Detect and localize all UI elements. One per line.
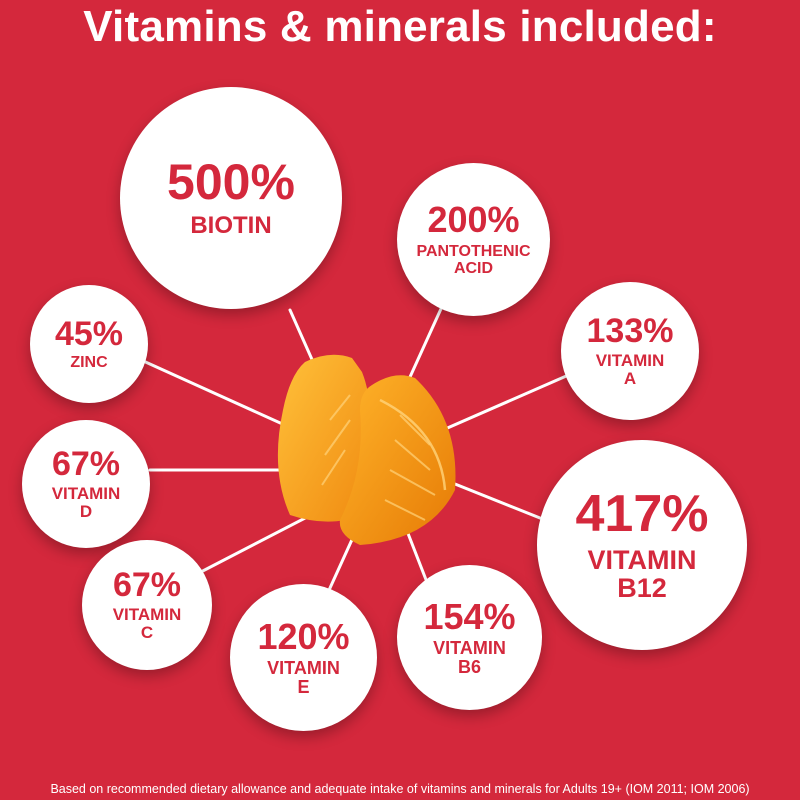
nutrient-percent: 154% [423, 595, 516, 637]
nutrient-name: VITAMIN E [267, 657, 340, 697]
nutrient-name: VITAMIN C [112, 605, 182, 642]
nutrient-name: VITAMIN B12 [587, 544, 697, 603]
nutrient-circle-vitamin-a: 133% VITAMIN A [561, 282, 699, 420]
nutrient-name: VITAMIN B6 [433, 637, 506, 677]
nutrient-percent: 133% [586, 312, 674, 351]
nutrient-percent: 417% [575, 484, 709, 543]
nutrient-name: VITAMIN A [595, 351, 665, 388]
nutrient-percent: 200% [427, 198, 520, 240]
nutrient-percent: 500% [167, 154, 295, 211]
nutrient-circle-vitamin-e: 120% VITAMIN E [230, 584, 377, 731]
nutrient-circle-zinc: 45% ZINC [30, 285, 148, 403]
page-title: Vitamins & minerals included: [83, 2, 717, 51]
nutrient-circle-vitamin-b6: 154% VITAMIN B6 [397, 565, 542, 710]
nutrient-circle-vitamin-b12: 417% VITAMIN B12 [537, 440, 747, 650]
nutrient-percent: 45% [54, 314, 124, 353]
nutrient-name: BIOTIN [190, 212, 272, 240]
nutrient-percent: 67% [51, 445, 121, 484]
nutrient-circle-pantothenic-acid: 200% PANTOTHENIC ACID [397, 163, 550, 316]
nutrient-circle-vitamin-c: 67% VITAMIN C [82, 540, 212, 670]
nutrient-circle-biotin: 500% BIOTIN [120, 87, 342, 309]
nutrient-name: ZINC [70, 353, 108, 371]
nutrient-percent: 67% [112, 566, 182, 605]
nutrient-circle-vitamin-d: 67% VITAMIN D [22, 420, 150, 548]
nutrient-percent: 120% [257, 615, 350, 657]
nutrient-name: PANTOTHENIC ACID [416, 242, 531, 277]
footnote: Based on recommended dietary allowance a… [50, 782, 750, 796]
nutrient-name: VITAMIN D [51, 484, 121, 521]
